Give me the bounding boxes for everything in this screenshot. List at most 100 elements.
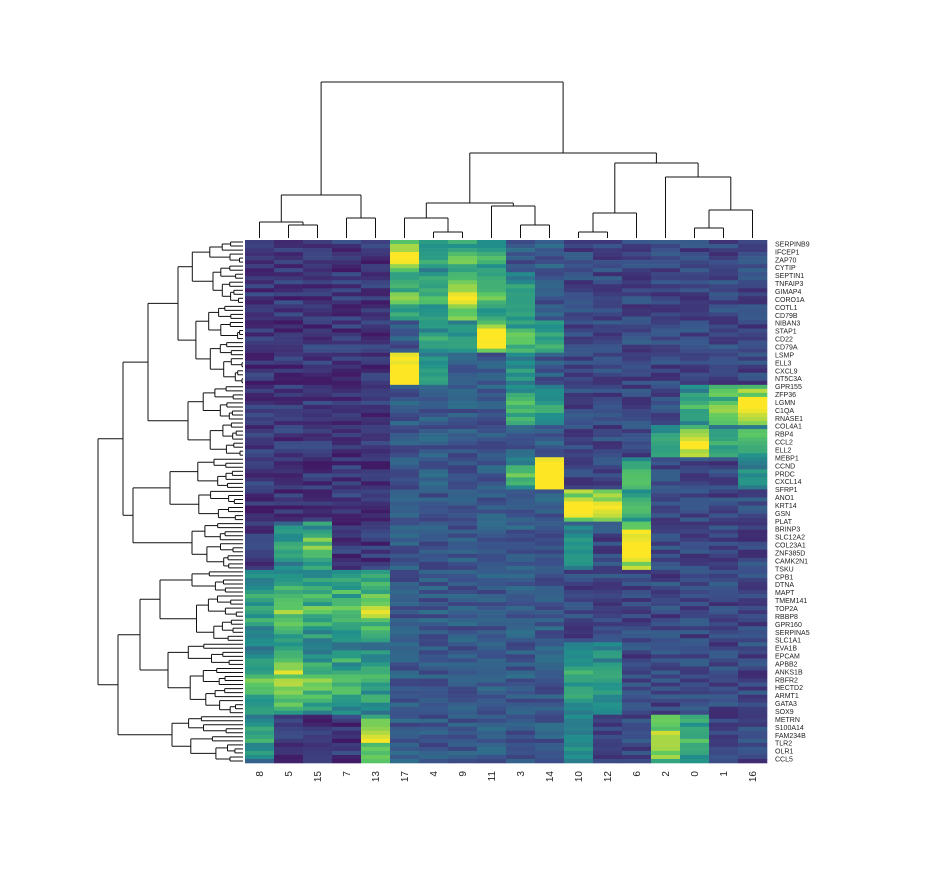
heatmap-cell: [361, 678, 391, 683]
heatmap-cell: [564, 626, 594, 631]
heatmap-cell: [303, 529, 333, 534]
heatmap-cell: [709, 408, 739, 414]
heatmap-cell: [535, 666, 565, 671]
heatmap-cell: [593, 272, 623, 277]
heatmap-cell: [709, 477, 739, 482]
heatmap-cell: [361, 654, 391, 659]
heatmap-cell: [361, 292, 391, 297]
heatmap-cell: [564, 453, 594, 458]
heatmap-cell: [303, 497, 333, 502]
heatmap-cell: [332, 340, 362, 345]
heatmap-cell: [593, 404, 623, 410]
heatmap-cell: [332, 308, 362, 313]
heatmap-cell: [477, 421, 507, 426]
heatmap-cell: [390, 477, 420, 482]
heatmap-cell: [390, 308, 420, 313]
heatmap-cell: [419, 750, 449, 756]
heatmap-cell: [245, 706, 275, 711]
heatmap-cell: [477, 388, 507, 394]
heatmap-cell: [651, 758, 681, 764]
heatmap-cell: [303, 742, 333, 748]
heatmap-cell: [680, 300, 710, 305]
heatmap-cell: [390, 577, 420, 583]
heatmap-cell: [564, 590, 594, 595]
heatmap-cell: [303, 316, 333, 321]
heatmap-cell: [593, 417, 623, 422]
row-label: OLR1: [775, 749, 793, 756]
heatmap-cell: [506, 433, 536, 438]
heatmap-cell: [448, 561, 478, 567]
heatmap-cell: [448, 541, 478, 547]
heatmap-cell: [390, 690, 420, 695]
heatmap-cell: [477, 360, 507, 366]
heatmap-cell: [245, 481, 275, 486]
heatmap-cell: [622, 497, 652, 502]
heatmap-cell: [274, 565, 304, 571]
heatmap-cell: [332, 561, 362, 567]
heatmap-cell: [651, 718, 681, 724]
heatmap-cell: [477, 493, 507, 498]
heatmap-cell: [622, 738, 652, 744]
heatmap-cell: [651, 754, 681, 760]
heatmap-cell: [361, 396, 391, 402]
heatmap-cell: [651, 549, 681, 555]
heatmap-cell: [651, 320, 681, 325]
heatmap-cell: [477, 244, 507, 249]
heatmap-cell: [709, 316, 739, 321]
heatmap-cell: [564, 477, 594, 482]
heatmap-cell: [390, 529, 420, 534]
column-label: 17: [400, 771, 411, 783]
heatmap-cell: [622, 614, 652, 619]
heatmap-cell: [332, 425, 362, 430]
heatmap-cell: [680, 481, 710, 486]
heatmap-cell: [738, 348, 768, 353]
heatmap-cell: [622, 646, 652, 651]
heatmap-cell: [738, 352, 768, 357]
heatmap-cell: [303, 746, 333, 752]
heatmap-cell: [506, 489, 536, 494]
heatmap-cell: [361, 553, 391, 559]
heatmap-cell: [535, 537, 565, 543]
heatmap-cell: [390, 392, 420, 398]
heatmap-cell: [535, 742, 565, 748]
heatmap-cell: [390, 485, 420, 490]
heatmap-cell: [332, 485, 362, 490]
heatmap-cell: [477, 718, 507, 724]
heatmap-cell: [593, 565, 623, 571]
heatmap-cell: [738, 465, 768, 470]
heatmap-cell: [332, 614, 362, 619]
heatmap-cell: [709, 360, 739, 366]
heatmap-cell: [274, 577, 304, 583]
heatmap-cell: [332, 252, 362, 257]
heatmap-cell: [622, 754, 652, 760]
heatmap-cell: [448, 264, 478, 269]
heatmap-cell: [564, 372, 594, 378]
heatmap-cell: [535, 533, 565, 538]
heatmap-cell: [303, 585, 333, 591]
heatmap-cell: [303, 553, 333, 559]
heatmap-cell: [245, 449, 275, 454]
heatmap-cell: [564, 493, 594, 498]
heatmap-cell: [245, 404, 275, 410]
heatmap-cell: [332, 598, 362, 603]
heatmap-cell: [477, 481, 507, 486]
heatmap-cell: [245, 545, 275, 551]
heatmap-cell: [245, 690, 275, 695]
heatmap-cell: [535, 425, 565, 430]
heatmap-cell: [622, 650, 652, 655]
heatmap-cell: [680, 453, 710, 458]
heatmap-cell: [709, 473, 739, 478]
heatmap-cell: [651, 650, 681, 655]
heatmap-cell: [680, 280, 710, 285]
heatmap-cell: [564, 469, 594, 474]
heatmap-cell: [332, 408, 362, 414]
heatmap-cell: [332, 630, 362, 635]
heatmap-cell: [680, 509, 710, 514]
heatmap-cell: [303, 421, 333, 426]
heatmap-cell: [390, 292, 420, 297]
heatmap-cell: [419, 521, 449, 526]
heatmap-cell: [622, 485, 652, 490]
heatmap-cells: [245, 240, 768, 764]
column-label: 9: [458, 771, 469, 777]
heatmap-cell: [651, 244, 681, 249]
